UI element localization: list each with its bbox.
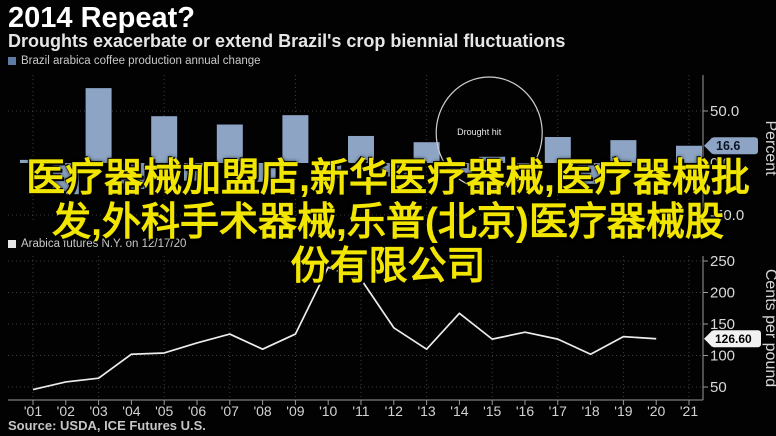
legend-marker-production: [8, 57, 16, 65]
production-bar: [118, 163, 145, 189]
percent-axis-tick-label: -50.0: [710, 207, 744, 224]
drought-annotation-circle: [435, 76, 543, 190]
chart-subtitle: Droughts exacerbate or extend Brazil's c…: [8, 31, 566, 51]
production-bar: [676, 145, 702, 163]
chart-title: 2014 Repeat?: [8, 2, 195, 34]
production-bar: [20, 159, 46, 163]
price-axis-tick-label: 250: [710, 253, 735, 270]
overlay-line-1: 医疗器械加盟店,新华医疗器械,医疗器械批: [26, 157, 750, 200]
price-axis-tick-label: 200: [710, 285, 735, 302]
x-axis-year-label: '18: [581, 403, 599, 419]
percent-axis-title: Percent: [762, 120, 776, 176]
x-axis-year-label: '04: [122, 403, 140, 419]
price-axis-tick-label: 100: [710, 348, 735, 365]
overlay-line-3: 份有限公司: [290, 245, 486, 288]
x-axis-year-label: '03: [89, 403, 107, 419]
legend-label-production: Brazil arabica coffee production annual …: [21, 55, 261, 67]
production-bar: [315, 163, 342, 178]
production-bar: [512, 163, 538, 172]
price-tag-arrow: [704, 330, 712, 347]
price-tag-box: [711, 330, 761, 348]
production-bar: [85, 88, 112, 163]
production-bar: [184, 163, 210, 181]
legend-marker-futures: [8, 240, 16, 248]
production-bar: [413, 142, 440, 163]
production-bar: [380, 163, 407, 177]
overlay-line-2: 发,外科手术器械,乐普(北京)医疗器械股: [52, 201, 724, 244]
x-axis-year-label: '06: [188, 403, 206, 419]
x-axis-year-label: '09: [286, 403, 304, 419]
legend-production: Brazil arabica coffee production annual …: [8, 55, 261, 67]
drought-annotation-label: Drought hit: [457, 127, 502, 137]
price-axis-title: Cents per pound: [762, 269, 776, 387]
yellow-overlay-text: 医疗器械加盟店,新华医疗器械,医疗器械批 发,外科手术器械,乐普(北京)医疗器械…: [0, 157, 776, 289]
production-bar: [348, 135, 374, 163]
legend-label-futures: Arabica futures N.Y. on 12/17/20: [21, 238, 187, 250]
production-bar: [249, 163, 276, 182]
percent-tag-arrow: [704, 137, 712, 154]
price-tag-value: 126.60: [715, 332, 752, 346]
x-axis-year-label: '14: [450, 403, 468, 419]
x-axis-year-label: '20: [647, 403, 665, 419]
x-axis-year-label: '16: [516, 403, 534, 419]
production-bar: [282, 115, 309, 163]
percent-axis-tick-label: 0.0: [710, 155, 731, 172]
legend-futures: Arabica futures N.Y. on 12/17/20: [8, 238, 186, 250]
percent-tag-box: [711, 137, 758, 155]
production-bar: [216, 124, 243, 163]
percent-tag-value: 16.6: [716, 139, 740, 153]
production-bar: [479, 156, 506, 163]
x-axis-year-label: '02: [57, 403, 75, 419]
x-axis-year-label: '15: [483, 403, 501, 419]
production-bar: [446, 163, 473, 174]
x-axis-year-label: '10: [319, 403, 337, 419]
production-bar: [544, 137, 571, 163]
production-bar: [151, 116, 178, 163]
production-bar: [52, 163, 79, 195]
x-axis-year-label: '01: [24, 403, 42, 419]
x-axis-year-label: '11: [352, 403, 369, 419]
price-axis-tick-label: 150: [710, 316, 735, 333]
x-axis-year-label: '13: [417, 403, 435, 419]
x-axis-year-label: '07: [221, 403, 239, 419]
x-axis-year-label: '12: [385, 403, 403, 419]
production-bar: [643, 163, 670, 179]
price-axis-tick-label: 50: [710, 379, 727, 396]
x-axis-year-label: '21: [680, 403, 698, 419]
x-axis-year-label: '19: [614, 403, 632, 419]
x-axis-year-label: '08: [253, 403, 271, 419]
futures-price-line: [32, 266, 657, 391]
production-bar: [577, 163, 604, 184]
production-bar: [610, 140, 637, 163]
x-axis-year-label: '05: [155, 403, 173, 419]
source-note: Source: USDA, ICE Futures U.S.: [8, 418, 206, 433]
percent-axis-tick-label: 50.0: [710, 103, 739, 120]
x-axis-year-label: '17: [549, 403, 567, 419]
